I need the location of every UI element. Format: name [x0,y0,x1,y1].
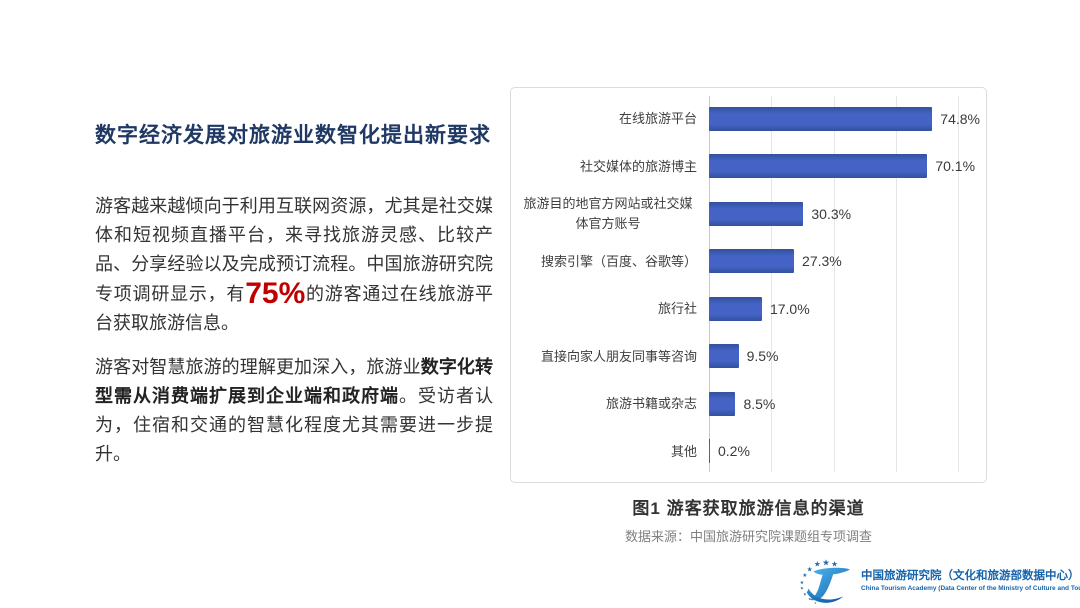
chart-row: 其他 0.2% [511,428,980,476]
left-text-column: 数字经济发展对旅游业数智化提出新要求 游客越来越倾向于利用互联网资源，尤其是社交… [95,122,493,469]
chart-category-label: 直接向家人朋友同事等咨询 [540,348,697,364]
chart-value-label: 27.3% [802,253,842,270]
chart-bar [709,439,710,464]
chart-category-label: 在线旅游平台 [618,111,697,126]
chart-value-label: 8.5% [743,395,776,412]
chart-row: 社交媒体的旅游博主 70.1% [511,143,980,191]
paragraph-2-text: 游客对智慧旅游的理解更加深入，旅游业 [95,357,421,377]
svg-text:★: ★ [807,565,813,573]
chart-value-label: 70.1% [935,158,976,175]
chart-bar [709,344,739,369]
chart-value-label: 0.2% [718,443,750,460]
paragraph-2: 游客对智慧旅游的理解更加深入，旅游业数字化转型需从消费端扩展到企业端和政府端。受… [95,353,493,469]
paragraph-2-tail: 。受访者认为，住宿和交通的智慧化程度尤其需要进一步提升。 [95,386,493,464]
svg-text:★: ★ [814,560,821,569]
chart-rows: 在线旅游平台 74.8% 社交媒体的旅游博主 70.1% 旅游目的地官方网站或社交媒体官… [511,95,980,475]
chart-caption: 图1 游客获取旅游信息的渠道 [632,499,865,518]
chart-row: 旅游目的地官方网站或社交媒体官方账号 30.3% [511,190,980,238]
chart-bar [709,154,928,179]
chart-bar [709,391,736,416]
org-name-en: China Tourism Academy (Data Center of th… [861,585,1080,592]
chart-value-label: 9.5% [746,348,779,365]
org-name-cn: 中国旅游研究院（文化和旅游部数据中心） [861,570,1080,582]
chart-row: 搜索引擎（百度、谷歌等） 27.3% [511,238,980,286]
svg-text:★: ★ [803,591,807,596]
chart-category-label: 社交媒体的旅游博主 [579,158,697,174]
chart-category-label: 旅行社 [657,301,697,316]
chart-bar [709,201,804,226]
chart-gridline [771,96,773,472]
chart-category-label: 旅游目的地官方网站或社交媒体官方账号 [523,196,693,231]
paragraph-1: 游客越来越倾向于利用互联网资源，尤其是社交媒体和短视频直播平台，来寻找旅游灵感、… [95,192,493,338]
chart-bar [709,296,762,321]
chart-value-label: 17.0% [769,300,810,317]
paragraph-2-bold: 数字化转型需从消费端扩展到企业端和政府端 [95,357,494,406]
chart-bar-track: 17.0% [709,285,980,333]
chart-bar-track: 8.5% [709,380,980,428]
chart-source: 数据来源：中国旅游研究院课题组专项调查 [624,529,872,544]
svg-text:★: ★ [802,572,807,579]
chart-row: 旅游书籍或杂志 8.5% [511,380,980,428]
chart-value-label: 30.3% [811,205,852,222]
paragraph-1-tail: 的游客通过在线旅游平台获取旅游信息。 [95,284,494,333]
chart-value-label: 74.8% [940,110,980,127]
china-tourism-academy-logo-icon: ★ ★ ★ ★ ★ ★ ★ ★ ★ ★ [800,559,850,605]
chart-row: 旅行社 17.0% [511,285,980,333]
footer-logo-text: 中国旅游研究院（文化和旅游部数据中心） China Tourism Academ… [861,569,1080,593]
chart-category-label: 搜索引擎（百度、谷歌等） [540,253,697,269]
chart-bar-track: 70.1% [709,143,980,191]
chart-category-label: 旅游书籍或杂志 [605,396,697,411]
footer-logo: ★ ★ ★ ★ ★ ★ ★ ★ ★ ★ 中国旅游研究院（文化和旅游部数据中心） … [797,557,1080,605]
svg-text:★: ★ [831,560,838,569]
chart-gridline [833,96,835,472]
bar-chart-panel: 在线旅游平台 74.8% 社交媒体的旅游博主 70.1% 旅游目的地官方网站或社交媒体官… [510,87,987,483]
chart-bar-track: 9.5% [709,333,980,381]
svg-text:★: ★ [822,559,830,569]
chart-bar [709,106,933,131]
svg-text:★: ★ [808,597,811,601]
chart-bar-track: 0.2% [709,428,980,476]
chart-gridline [958,96,960,472]
chart-gridline [709,96,710,472]
chart-bar [709,249,795,274]
chart-category-label: 其他 [670,443,697,459]
chart-gridline [895,96,897,472]
paragraph-1-text: 游客越来越倾向于利用互联网资源，尤其是社交媒体和短视频直播平台，来寻找旅游灵感、… [95,196,493,304]
chart-gridlines [709,96,980,472]
chart-row: 直接向家人朋友同事等咨询 9.5% [511,333,980,381]
chart-bar-track: 30.3% [709,190,980,238]
svg-text:★: ★ [800,586,804,592]
chart-row: 在线旅游平台 74.8% [511,95,980,143]
highlight-75-percent: 75% [245,277,306,310]
svg-text:★: ★ [814,601,817,605]
slide-title: 数字经济发展对旅游业数智化提出新要求 [95,124,491,147]
svg-text:★: ★ [800,580,804,586]
chart-bar-track: 74.8% [709,95,980,143]
chart-bar-track: 27.3% [709,238,980,286]
